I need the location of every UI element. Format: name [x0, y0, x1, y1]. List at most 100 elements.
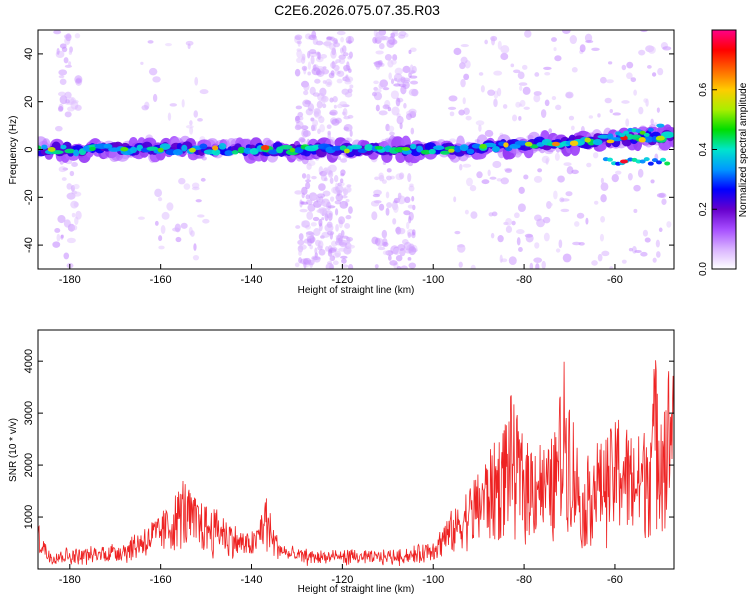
spectrogram-cell [460, 43, 469, 48]
spectrogram-cell [64, 148, 76, 154]
spectrogram-cell [610, 137, 623, 142]
snr-frame [37, 329, 675, 570]
spectrogram-cell [410, 127, 415, 135]
spectrogram-cell [103, 143, 113, 149]
spectrogram-cell [299, 138, 306, 142]
spectrogram-cell [574, 221, 580, 227]
spectrogram-cell [301, 129, 309, 138]
spectrogram-cell [541, 155, 550, 164]
spectrogram-cell [479, 143, 487, 149]
spectrogram-cell [662, 46, 672, 51]
snr-panel: -180 -160 -140 -120 -100 -80 -60 1000 2000 3000 4… [8, 329, 675, 595]
spectrogram-cell [543, 232, 550, 242]
spectrogram-cell [294, 262, 300, 268]
spectrogram-cell [73, 191, 82, 197]
spectrogram-cell [551, 37, 557, 42]
spectrogram-cell [344, 223, 351, 229]
spectrogram-cell [660, 157, 667, 162]
spectrogram-cell [524, 141, 533, 147]
spectrogram-cell [326, 36, 333, 41]
spectrogram-cell [551, 96, 557, 101]
spectrogram-cell [74, 33, 81, 39]
spectrogram-cell [343, 116, 351, 120]
spectrogram-cell [65, 99, 70, 104]
spectrogram-cell [493, 70, 503, 76]
spectrogram-cell [341, 264, 349, 268]
spectrogram-cell [390, 59, 397, 65]
spectrogram-cell [555, 248, 561, 253]
spectrogram-cell [140, 61, 144, 65]
spectrogram-cell [656, 123, 665, 128]
spectrogram-cell [466, 148, 475, 155]
spectrogram-cell [314, 247, 318, 255]
spectrogram-cell [403, 102, 407, 109]
spectrogram-cell [345, 76, 354, 83]
spectrogram-cell [317, 208, 324, 213]
spectrogram-cell [458, 109, 465, 116]
spectrogram-cell [534, 72, 540, 77]
spectrogram-cell [497, 40, 502, 50]
spectrogram-cell [338, 247, 347, 252]
spectrogram-cell [521, 64, 528, 70]
spectrogram-cell [371, 236, 379, 245]
spectrogram-cell [375, 104, 380, 112]
snr-y-axis: 1000 2000 3000 4000 [23, 349, 674, 529]
spectrogram-cell [161, 211, 170, 220]
spectrogram-cell [335, 234, 341, 239]
spectrogram-cell [462, 97, 466, 105]
spectrogram-cell [345, 199, 350, 203]
spectrogram-cell [640, 30, 648, 33]
spectrogram-cell [403, 210, 411, 216]
spectrogram-cell [463, 73, 470, 81]
spectrogram-cell [72, 183, 80, 190]
spectrogram-cell [338, 181, 345, 187]
spectrogram-cell [392, 54, 398, 61]
spectrogram-cell [390, 90, 400, 100]
x-tick-label: -180 [59, 274, 81, 286]
spectrogram-cell [332, 260, 339, 266]
spectrogram-cell [327, 205, 336, 209]
spectrogram-cell [554, 55, 562, 62]
spectrogram-cell [459, 163, 463, 171]
spectrogram-cell [655, 239, 660, 248]
spectrogram-cell [200, 177, 206, 182]
spectrogram-cell [470, 211, 478, 219]
colorbar-tick-label: 0.4 [698, 142, 709, 156]
spectrogram-cell [41, 144, 48, 150]
spectrogram-cell [578, 241, 585, 246]
snr-y-label: SNR (10 * v/v) [8, 418, 19, 482]
spectrogram-cell [193, 243, 197, 251]
colorbar: 0.0 0.2 0.4 0.6 Normalized spectral amplitu… [698, 29, 749, 276]
spectrogram-cell [407, 173, 412, 183]
spectrogram-cell [535, 263, 540, 269]
spectrogram-cell [557, 175, 565, 183]
spectrogram-cell [562, 253, 572, 263]
spectrogram-cell [158, 235, 163, 242]
spectrogram-cell [642, 229, 648, 237]
spectrogram-cell [408, 108, 417, 115]
spectrogram-cell [500, 177, 509, 185]
spectrogram-cell [68, 96, 76, 105]
spectrogram-cell [330, 49, 337, 59]
spectrogram-cell [609, 109, 614, 114]
spectrogram-cell [524, 30, 532, 38]
spectrogram-cell [393, 204, 399, 213]
spectrogram-cell [459, 62, 466, 70]
spectrogram-cell [311, 195, 319, 200]
spectrogram-cell [166, 202, 174, 211]
spectrogram-cell [462, 163, 472, 168]
spectrogram-cell [307, 103, 315, 112]
spectrogram-cell [640, 251, 648, 257]
spectrogram-cell [523, 174, 529, 180]
spectrogram-cell [384, 53, 392, 61]
spectrogram-cell [597, 134, 611, 139]
spectrogram-cell [178, 177, 186, 185]
spectrogram-cell [188, 147, 196, 153]
spectrogram-cell [318, 218, 323, 227]
spectrogram-cell [500, 52, 509, 61]
spectrogram-cell [453, 47, 462, 56]
spectrogram-cell [329, 111, 337, 116]
spectrogram-cell [516, 237, 521, 246]
spectrogram-cell [548, 128, 553, 134]
spectrogram-cell [568, 115, 575, 121]
